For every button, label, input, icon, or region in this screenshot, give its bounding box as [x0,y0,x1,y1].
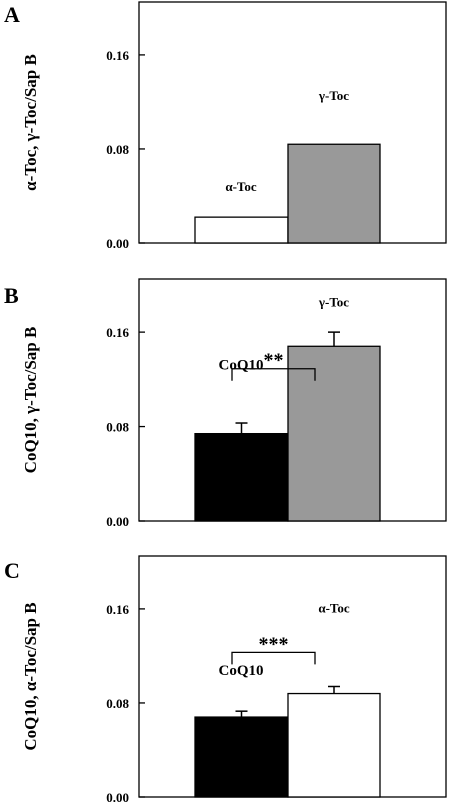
y-tick-label: 0.16 [106,48,129,63]
bar-label: CoQ10 [219,663,264,679]
panel-letter: B [4,283,19,308]
bar [287,692,381,798]
bar-label: CoQ10 [219,358,264,374]
bar [287,345,381,522]
y-tick-label: 0.16 [106,325,129,340]
bar-label: α-Toc [318,601,350,616]
significance-bracket [231,651,316,665]
bar [194,216,289,244]
bar [194,432,289,522]
y-tick-label: 0.08 [106,142,129,157]
bar-label: γ-Toc [318,294,349,309]
bar [194,716,289,798]
bar-label: α-Toc [225,179,257,194]
bar-label: γ-Toc [318,88,349,103]
y-tick-label: 0.08 [106,696,129,711]
panel-letter: C [4,558,20,583]
y-tick-label: 0.00 [106,790,129,804]
significance-stars: ** [264,350,284,372]
significance-bracket [231,368,316,381]
y-tick-label: 0.00 [106,236,129,251]
y-axis-title: CoQ10, α-Toc/Sap B [21,602,40,750]
y-tick-label: 0.00 [106,514,129,529]
y-axis-title: CoQ10, γ-Toc/Sap B [21,327,40,474]
y-tick-label: 0.08 [106,420,129,435]
significance-stars: *** [259,633,289,655]
bar [287,143,381,244]
y-axis-title: α-Toc, γ-Toc/Sap B [21,54,40,191]
y-tick-label: 0.16 [106,602,129,617]
panel-letter: A [4,2,20,27]
